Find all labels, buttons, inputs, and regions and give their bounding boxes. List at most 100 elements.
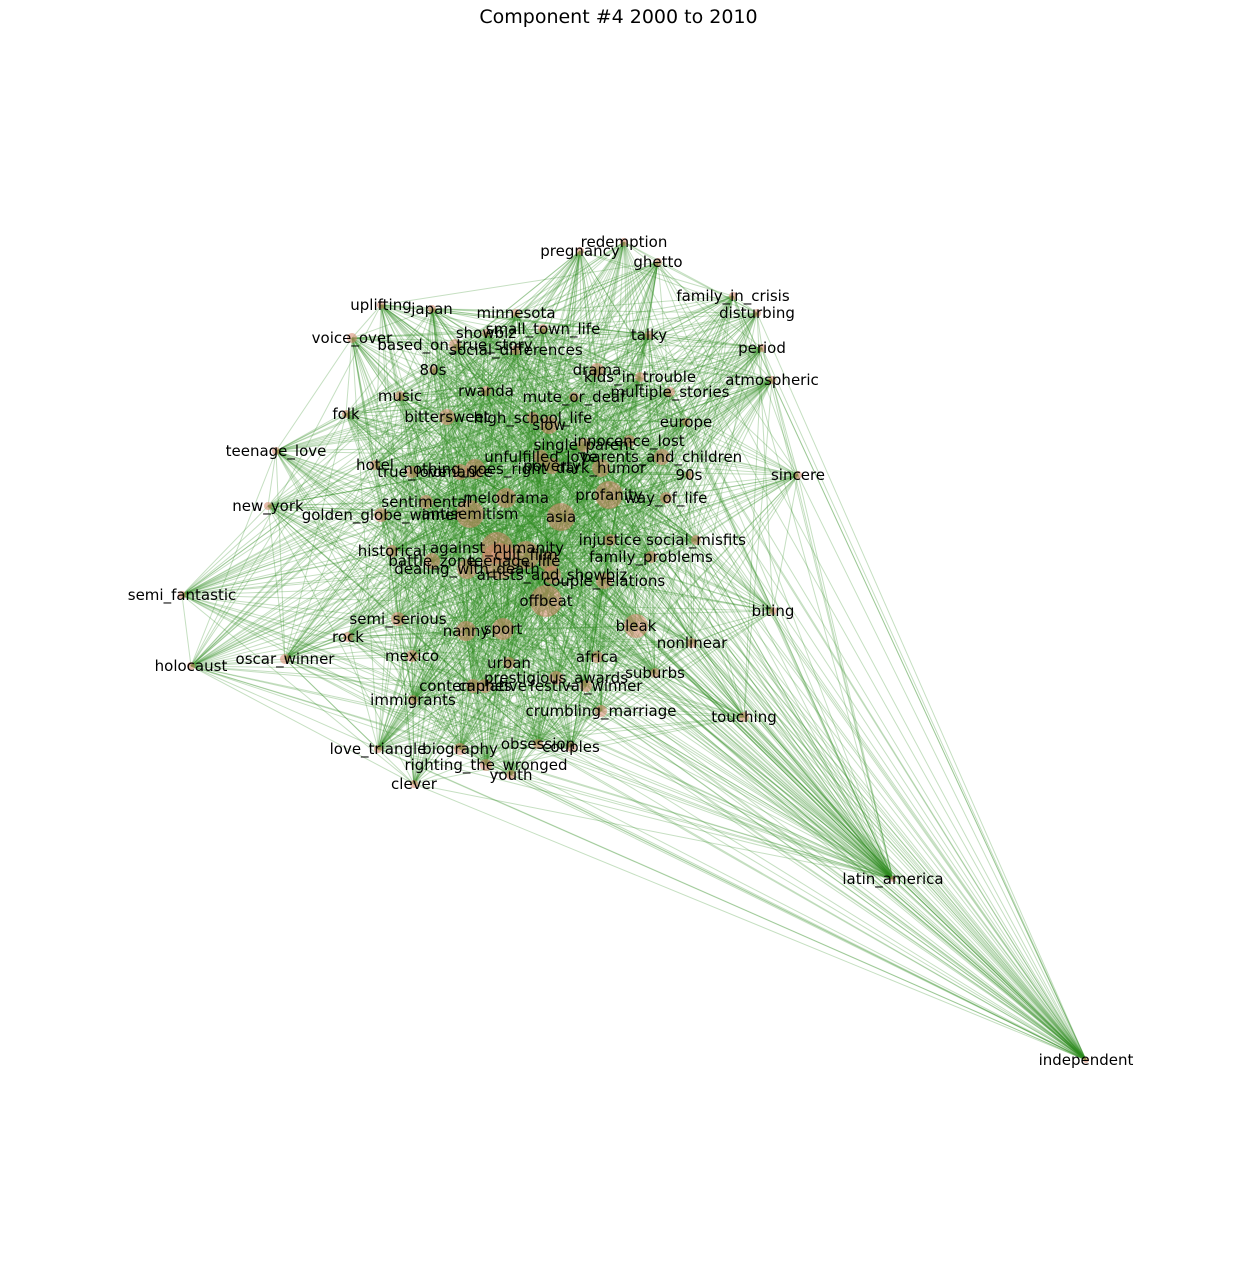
edge: [351, 337, 413, 473]
edge: [560, 516, 693, 644]
edge: [446, 312, 517, 418]
edge: [573, 396, 687, 423]
edge: [380, 304, 433, 562]
edge: [600, 642, 693, 712]
edge: [466, 568, 512, 776]
node-uplifting: [377, 301, 385, 309]
edge: [347, 471, 413, 638]
edge: [596, 379, 773, 658]
node-label-suburbs: suburbs: [625, 664, 685, 682]
edge: [275, 390, 487, 452]
edge: [525, 444, 585, 556]
edge: [532, 396, 575, 419]
edge: [399, 395, 553, 467]
edge: [345, 337, 353, 415]
edge: [551, 465, 690, 476]
edge: [472, 685, 894, 880]
edge: [181, 424, 550, 596]
edge: [377, 685, 587, 750]
edge: [532, 417, 894, 880]
edge: [510, 743, 539, 776]
edge: [596, 456, 663, 658]
edge: [583, 444, 602, 712]
edge: [446, 416, 611, 541]
edge: [596, 369, 652, 558]
edge: [545, 600, 894, 880]
edge: [351, 337, 379, 750]
edge: [515, 312, 763, 349]
node-dealing_with_death: [457, 559, 477, 579]
edge: [399, 369, 598, 397]
edge: [609, 539, 1087, 1061]
edge: [485, 332, 542, 458]
edge: [555, 421, 687, 679]
edge: [650, 556, 656, 674]
edge: [515, 250, 581, 314]
edge: [275, 450, 414, 701]
node-clever: [410, 780, 418, 788]
edge: [583, 379, 773, 446]
edge: [485, 250, 581, 766]
edge: [267, 497, 507, 507]
edge: [532, 347, 763, 419]
edge: [351, 337, 553, 576]
edge: [537, 685, 587, 745]
edge: [555, 494, 610, 679]
edge: [399, 334, 650, 397]
edge: [628, 295, 734, 442]
edge: [399, 395, 427, 503]
edge: [635, 312, 758, 627]
edge: [351, 332, 487, 339]
node-label-talky: talky: [631, 326, 667, 344]
edge: [532, 250, 581, 419]
edge: [391, 369, 434, 552]
edge: [515, 349, 799, 476]
node-label-profanity: profanity: [575, 486, 643, 504]
edge: [446, 396, 575, 418]
edge: [505, 497, 539, 745]
node-family_problems: [645, 551, 657, 563]
edge: [484, 497, 507, 687]
edge: [623, 241, 641, 378]
edge: [542, 328, 799, 476]
edge: [454, 334, 650, 346]
edge: [431, 560, 486, 687]
edge: [465, 630, 487, 766]
edge: [545, 600, 602, 712]
edge: [560, 391, 671, 518]
edge: [454, 344, 461, 473]
edge: [380, 304, 697, 541]
edge: [347, 513, 471, 638]
edge: [695, 379, 773, 541]
edge: [181, 594, 399, 620]
edge: [446, 295, 734, 418]
edge: [771, 379, 894, 880]
edge: [411, 471, 487, 766]
node-rock: [343, 632, 353, 642]
edge: [345, 413, 504, 630]
edge: [413, 424, 550, 785]
edge: [583, 444, 598, 658]
edge: [570, 610, 774, 748]
edge: [412, 241, 625, 701]
edge: [472, 662, 510, 687]
node-label-teenage_love: teenage_love: [226, 442, 327, 461]
node-label-family_in_crisis: family_in_crisis: [676, 287, 790, 306]
edge: [284, 467, 602, 660]
edge: [380, 304, 1087, 1061]
edge: [380, 304, 550, 426]
edge: [540, 456, 799, 476]
edge: [573, 396, 610, 496]
edge: [772, 610, 894, 880]
edge: [190, 665, 461, 750]
edge: [579, 250, 758, 314]
edge: [510, 456, 542, 776]
edge: [474, 391, 671, 470]
edge: [515, 349, 1087, 1061]
edge: [548, 261, 659, 426]
edge: [391, 468, 476, 552]
edge: [431, 308, 1087, 1061]
edge: [432, 312, 758, 371]
edge: [466, 568, 894, 880]
edge: [190, 390, 487, 667]
